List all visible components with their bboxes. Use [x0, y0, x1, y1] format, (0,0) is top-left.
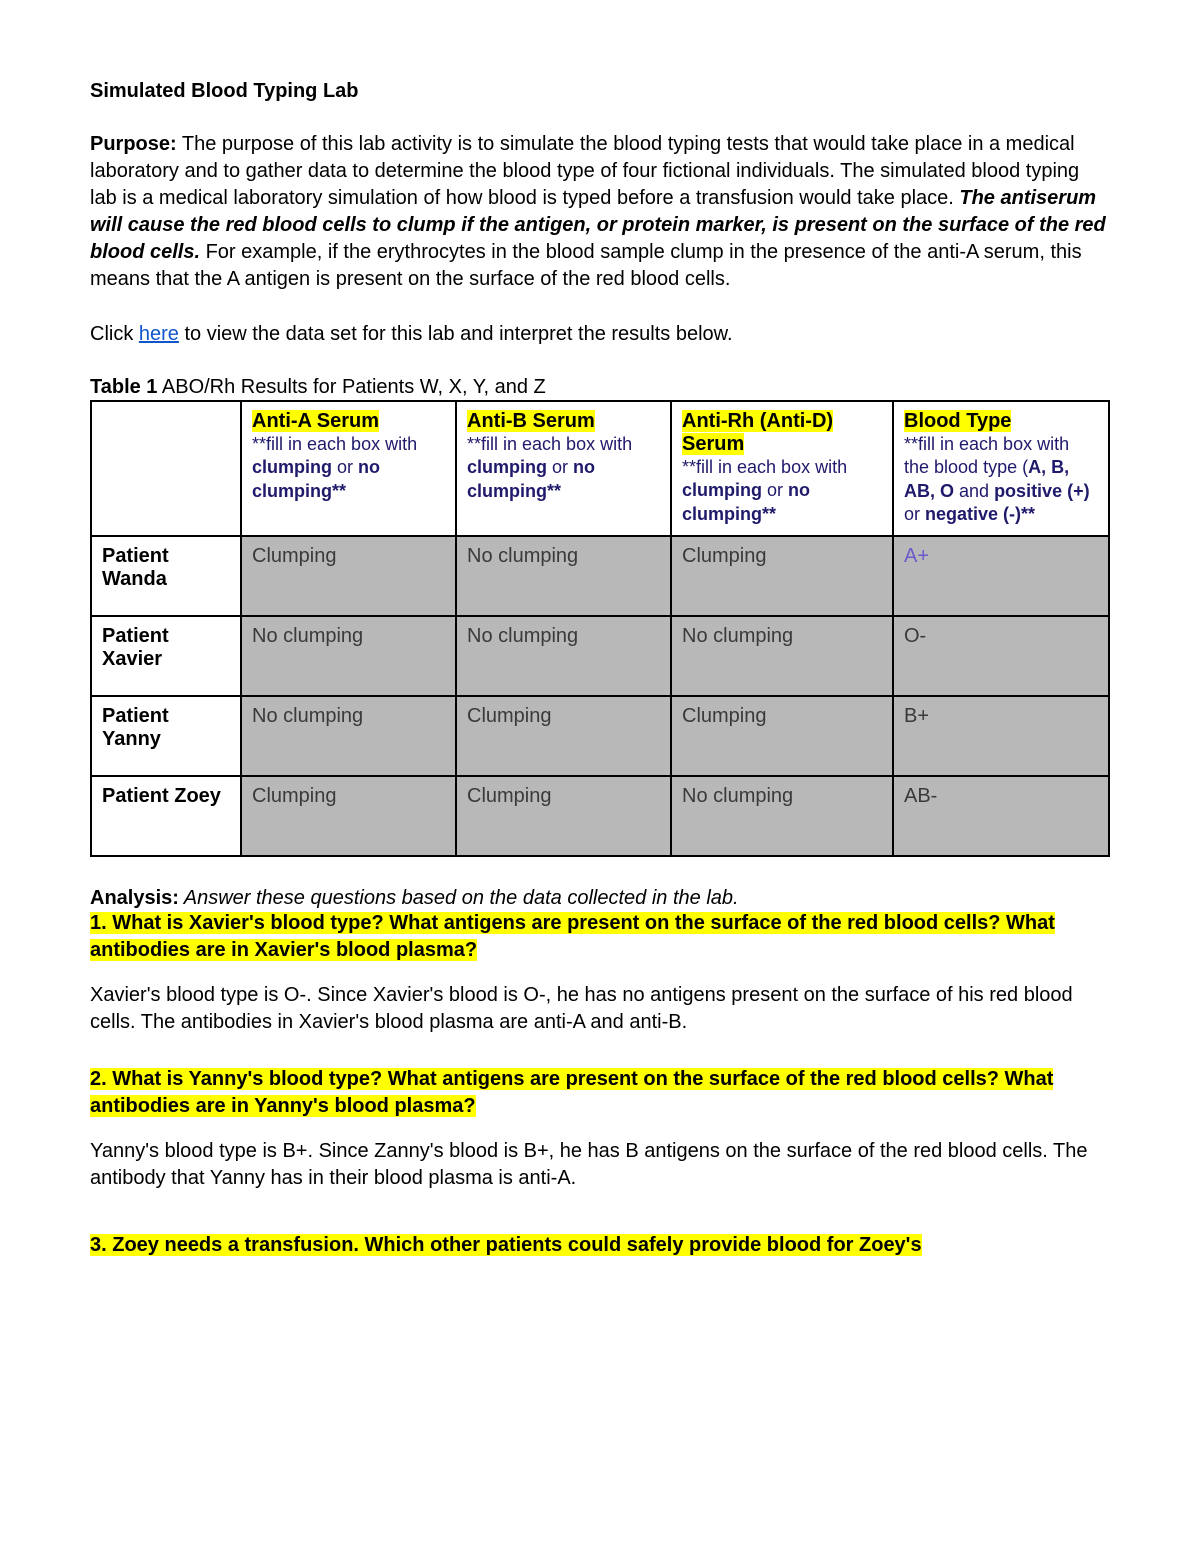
cell: Clumping [671, 536, 893, 616]
click-line: Click here to view the data set for this… [90, 321, 1110, 348]
table-header-row: Anti-A Serum **fill in each box with clu… [91, 401, 1109, 536]
sub-bold2: positive (+) [994, 481, 1090, 501]
cell: Clumping [241, 776, 456, 856]
cell-blood-type: AB- [893, 776, 1109, 856]
cell: No clumping [241, 696, 456, 776]
cell: Clumping [456, 776, 671, 856]
analysis-instruction: Answer these questions based on the data… [179, 887, 739, 909]
question-3: 3. Zoey needs a transfusion. Which other… [90, 1232, 1110, 1259]
analysis-label: Analysis: [90, 887, 179, 909]
col-title: Anti-Rh (Anti-D) Serum [682, 410, 833, 455]
document-page: Simulated Blood Typing Lab Purpose: The … [0, 0, 1200, 1299]
col-sub: **fill in each box with clumping or no c… [252, 434, 417, 501]
sub-prefix: **fill in each box with [682, 457, 847, 477]
purpose-paragraph: Purpose: The purpose of this lab activit… [90, 131, 1110, 293]
sub-bold: clumping [252, 457, 332, 477]
doc-title: Simulated Blood Typing Lab [90, 80, 1110, 103]
results-table: Anti-A Serum **fill in each box with clu… [90, 400, 1110, 857]
cell: No clumping [456, 536, 671, 616]
question-1: 1. What is Xavier's blood type? What ant… [90, 910, 1110, 964]
sub-bold: clumping [682, 480, 762, 500]
purpose-text-2: For example, if the erythrocytes in the … [90, 241, 1082, 290]
table-row: Patient Yanny No clumping Clumping Clump… [91, 696, 1109, 776]
answer-1: Xavier's blood type is O-. Since Xavier'… [90, 982, 1110, 1036]
spacer [90, 1222, 1110, 1232]
col-anti-b: Anti-B Serum **fill in each box with clu… [456, 401, 671, 536]
col-anti-rh: Anti-Rh (Anti-D) Serum **fill in each bo… [671, 401, 893, 536]
col-anti-a: Anti-A Serum **fill in each box with clu… [241, 401, 456, 536]
sub-prefix: **fill in each box with [467, 434, 632, 454]
col-title: Blood Type [904, 410, 1011, 432]
answer-2: Yanny's blood type is B+. Since Zanny's … [90, 1138, 1110, 1192]
table-row: Patient Xavier No clumping No clumping N… [91, 616, 1109, 696]
table-caption-bold: Table 1 [90, 376, 157, 398]
table-row: Patient Zoey Clumping Clumping No clumpi… [91, 776, 1109, 856]
sub-mid2: or [904, 504, 925, 524]
col-sub: **fill in each box with clumping or no c… [467, 434, 632, 501]
cell: No clumping [456, 616, 671, 696]
purpose-label: Purpose: [90, 133, 177, 155]
sub-mid: and [954, 481, 994, 501]
row-label: Patient Zoey [91, 776, 241, 856]
cell: No clumping [671, 616, 893, 696]
row-label: Patient Xavier [91, 616, 241, 696]
question-2: 2. What is Yanny's blood type? What anti… [90, 1066, 1110, 1120]
col-sub: **fill in each box with clumping or no c… [682, 457, 847, 524]
cell: Clumping [456, 696, 671, 776]
sub-prefix: **fill in each box with [252, 434, 417, 454]
sub-bold: clumping [467, 457, 547, 477]
cell: Clumping [241, 536, 456, 616]
col-title: Anti-A Serum [252, 410, 379, 432]
data-set-link[interactable]: here [139, 323, 179, 345]
cell: Clumping [671, 696, 893, 776]
col-blood-type: Blood Type **fill in each box with the b… [893, 401, 1109, 536]
col-title: Anti-B Serum [467, 410, 595, 432]
q2-text: 2. What is Yanny's blood type? What anti… [90, 1068, 1053, 1117]
cell: No clumping [671, 776, 893, 856]
cell-blood-type: B+ [893, 696, 1109, 776]
cell-blood-type: O- [893, 616, 1109, 696]
analysis-heading: Analysis: Answer these questions based o… [90, 887, 1110, 910]
table-caption: Table 1 ABO/Rh Results for Patients W, X… [90, 376, 1110, 399]
table-caption-rest: ABO/Rh Results for Patients W, X, Y, and… [157, 376, 545, 398]
row-label: Patient Wanda [91, 536, 241, 616]
click-suffix: to view the data set for this lab and in… [179, 323, 733, 345]
sub-mid: or [762, 480, 788, 500]
purpose-text-1: The purpose of this lab activity is to s… [90, 133, 1079, 209]
sub-bold3: negative (-)** [925, 504, 1035, 524]
cell-blood-type: A+ [893, 536, 1109, 616]
cell: No clumping [241, 616, 456, 696]
table-row: Patient Wanda Clumping No clumping Clump… [91, 536, 1109, 616]
q3-text: 3. Zoey needs a transfusion. Which other… [90, 1234, 922, 1256]
q1-text: 1. What is Xavier's blood type? What ant… [90, 912, 1055, 961]
row-label: Patient Yanny [91, 696, 241, 776]
col-sub: **fill in each box with the blood type (… [904, 434, 1090, 524]
sub-mid: or [547, 457, 573, 477]
sub-mid: or [332, 457, 358, 477]
click-prefix: Click [90, 323, 139, 345]
empty-corner-cell [91, 401, 241, 536]
